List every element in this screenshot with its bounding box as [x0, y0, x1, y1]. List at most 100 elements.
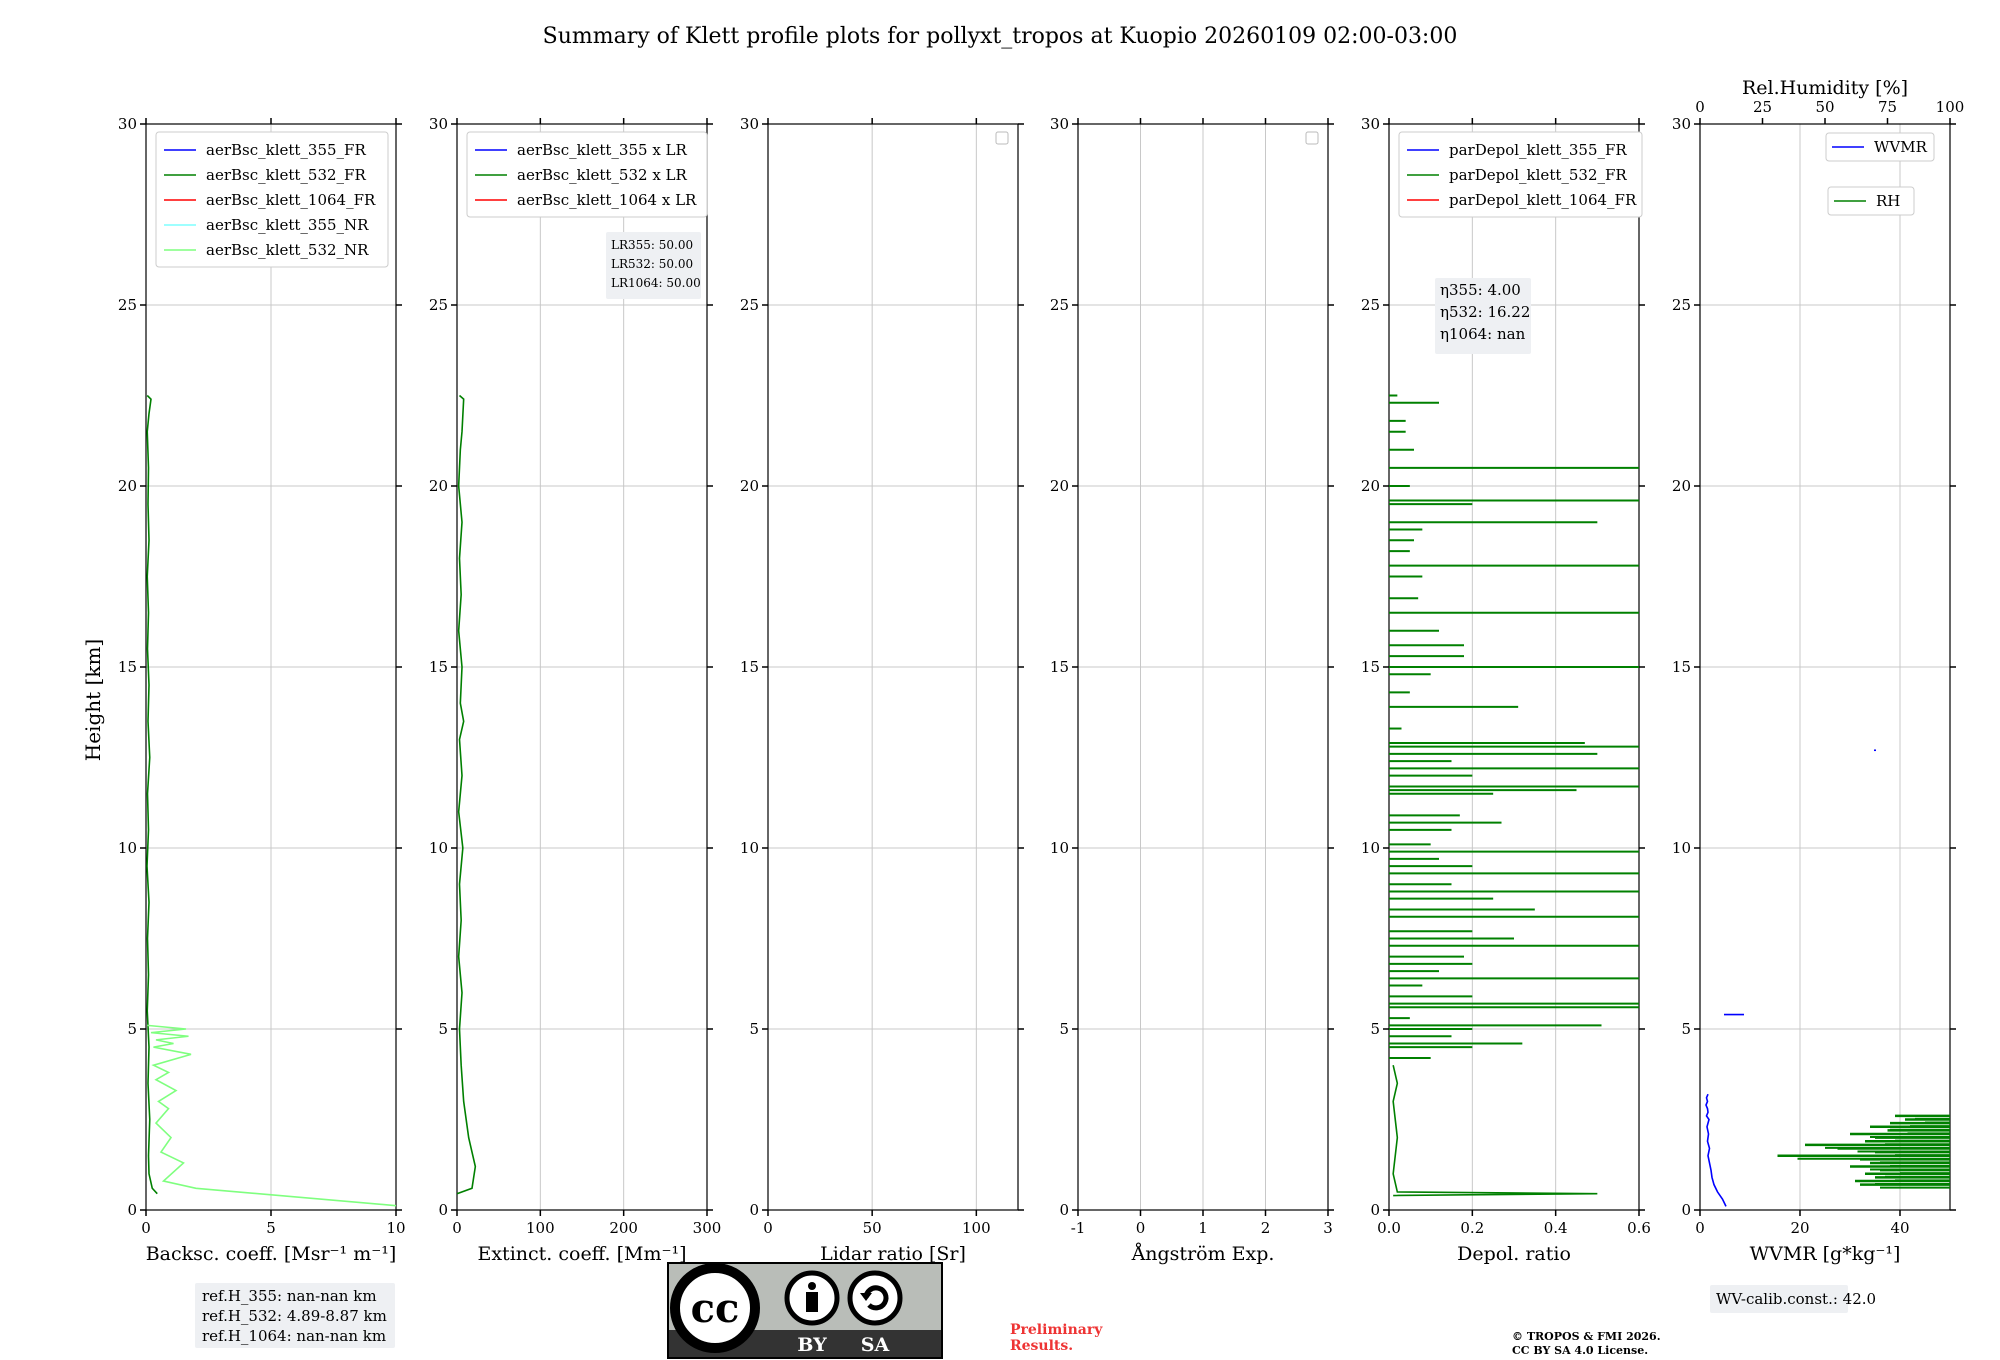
ytick-label: 20 [1361, 477, 1380, 495]
ytick-label: 0 [1059, 1201, 1069, 1219]
legend-label: aerBsc_klett_532_FR [206, 166, 366, 184]
ref-height-532: ref.H_532: 4.89-8.87 km [202, 1307, 387, 1325]
preliminary-results-line2: Results. [1010, 1338, 1073, 1354]
series-line [1705, 1093, 1727, 1207]
xtick-label: 20 [1790, 1219, 1809, 1237]
top-axis-label: Rel.Humidity [%] [1742, 77, 1908, 99]
ref-height-box: ref.H_355: nan-nan km ref.H_532: 4.89-8.… [195, 1283, 395, 1348]
legend-label: parDepol_klett_532_FR [1449, 166, 1627, 184]
xtick-label: 0.6 [1627, 1219, 1651, 1237]
xtick-label: 10 [386, 1219, 405, 1237]
legend-label: aerBsc_klett_355 x LR [517, 141, 688, 159]
wv-calib-text: WV-calib.const.: 42.0 [1716, 1290, 1876, 1308]
top-xtick-label: 75 [1878, 98, 1897, 116]
subplot-depol: 0 5 10 15 20 25 30 0.0 0.2 0.4 0.6 Depol. ratio parD… [1361, 115, 1651, 1265]
xtick-label: 3 [1323, 1219, 1333, 1237]
legend-label: aerBsc_klett_355_NR [206, 216, 369, 234]
ytick-label: 15 [118, 658, 137, 676]
xtick-label: 50 [863, 1219, 882, 1237]
series-group [457, 394, 477, 1195]
ytick-label: 25 [1672, 296, 1691, 314]
ytick-label: 15 [1050, 658, 1069, 676]
xtick-label: 0.2 [1460, 1219, 1484, 1237]
annotation-text: η355: 4.00 [1440, 281, 1521, 299]
xtick-label: 100 [962, 1219, 991, 1237]
annotation-text: η1064: nan [1440, 325, 1526, 343]
ytick-label: 0 [438, 1201, 448, 1219]
series-group [1705, 749, 1950, 1207]
xtick-label: 0 [1695, 1219, 1705, 1237]
ytick-label: 30 [118, 115, 137, 133]
xtick-label: 0 [1136, 1219, 1146, 1237]
x-axis-label: Extinct. coeff. [Mm⁻¹] [477, 1243, 686, 1265]
legend-label: aerBsc_klett_1064 x LR [517, 191, 697, 209]
xtick-label: -1 [1071, 1219, 1086, 1237]
wv-calib-box: WV-calib.const.: 42.0 [1710, 1285, 1876, 1313]
legend-label: RH [1876, 192, 1900, 210]
xtick-label: 0 [763, 1219, 773, 1237]
x-axis-label: Depol. ratio [1457, 1243, 1571, 1265]
annotation-box [1435, 278, 1531, 354]
ytick-label: 20 [118, 477, 137, 495]
ytick-label: 20 [1050, 477, 1069, 495]
sa-label: SA [861, 1334, 890, 1356]
series-line [147, 1024, 396, 1207]
xtick-label: 100 [526, 1219, 555, 1237]
annotation-text: LR532: 50.00 [611, 257, 693, 271]
annotation-text: η532: 16.22 [1440, 303, 1530, 321]
xtick-label: 0 [452, 1219, 462, 1237]
xtick-label: 0.4 [1544, 1219, 1568, 1237]
legend-label: WVMR [1874, 138, 1928, 156]
ytick-label: 25 [1050, 296, 1069, 314]
ytick-label: 10 [1050, 839, 1069, 857]
ytick-label: 15 [740, 658, 759, 676]
ytick-label: 5 [127, 1020, 137, 1038]
annotation-text: LR1064: 50.00 [611, 276, 701, 290]
top-xtick-label: 25 [1753, 98, 1772, 116]
ytick-label: 30 [1361, 115, 1380, 133]
ytick-label: 10 [1672, 839, 1691, 857]
empty-legend-box [995, 131, 1009, 145]
ytick-label: 10 [740, 839, 759, 857]
series-line [146, 394, 158, 1195]
xtick-label: 2 [1261, 1219, 1271, 1237]
ytick-label: 30 [1050, 115, 1069, 133]
legend-label: aerBsc_klett_532 x LR [517, 166, 688, 184]
xtick-label: 300 [693, 1219, 722, 1237]
subplot-bsc: 0 5 10 15 20 25 30 0 5 10 Backsc. coeff. [Msr⁻¹ m⁻… [118, 115, 406, 1265]
ytick-label: 30 [429, 115, 448, 133]
ytick-label: 20 [1672, 477, 1691, 495]
xtick-label: 40 [1890, 1219, 1909, 1237]
legend-label: aerBsc_klett_1064_FR [206, 191, 376, 209]
ytick-label: 5 [749, 1020, 759, 1038]
ytick-label: 20 [429, 477, 448, 495]
cc-logo-text: cc [691, 1285, 740, 1332]
xtick-label: 5 [266, 1219, 276, 1237]
x-axis-label: Ångström Exp. [1131, 1243, 1275, 1265]
preliminary-results-line1: Preliminary [1010, 1322, 1103, 1338]
top-xtick-label: 50 [1815, 98, 1834, 116]
legend-label: parDepol_klett_1064_FR [1449, 191, 1637, 209]
ytick-label: 30 [1672, 115, 1691, 133]
ytick-label: 25 [1361, 296, 1380, 314]
ytick-label: 15 [1361, 658, 1380, 676]
xtick-label: 0.0 [1377, 1219, 1401, 1237]
x-axis-label: WVMR [g*kg⁻¹] [1750, 1243, 1901, 1265]
copyright-line2: CC BY SA 4.0 License. [1512, 1344, 1648, 1357]
annotation-text: LR355: 50.00 [611, 238, 693, 252]
by-label: BY [797, 1334, 827, 1356]
ref-height-1064: ref.H_1064: nan-nan km [202, 1327, 386, 1345]
legend-box [466, 131, 708, 218]
series-group [146, 394, 396, 1207]
series-line-base [1392, 1065, 1598, 1197]
ytick-label: 15 [429, 658, 448, 676]
ytick-label: 10 [1361, 839, 1380, 857]
x-axis-label: Lidar ratio [Sr] [820, 1243, 966, 1265]
legend-label: aerBsc_klett_532_NR [206, 241, 369, 259]
xtick-label: 200 [609, 1219, 638, 1237]
ytick-label: 5 [1370, 1020, 1380, 1038]
